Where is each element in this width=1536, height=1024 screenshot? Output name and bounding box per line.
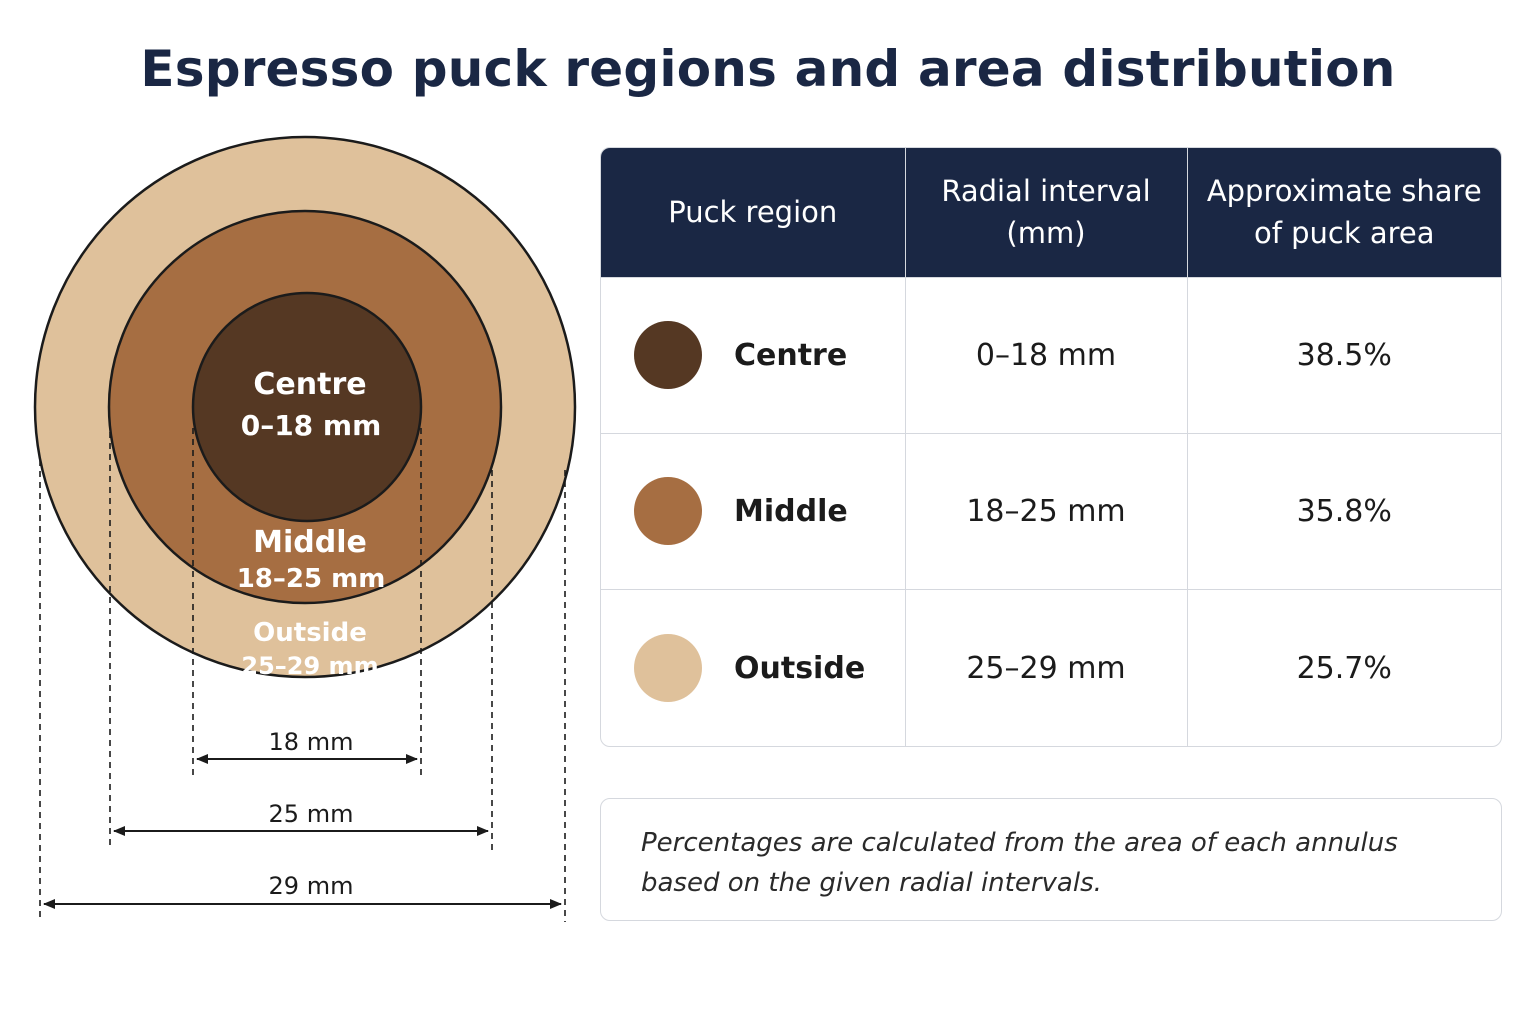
- table-row: Middle 18–25 mm 35.8%: [601, 432, 1501, 590]
- region-name: Centre: [734, 337, 848, 373]
- region-cell: Outside: [601, 589, 905, 746]
- header-share-line1: Approximate share: [1206, 174, 1482, 209]
- header-share-line2: of puck area: [1253, 216, 1435, 251]
- centre-ring-name: Centre: [253, 367, 366, 402]
- interval-cell: 25–29 mm: [904, 589, 1187, 746]
- centre-ring-interval: 0–18 mm: [241, 409, 382, 442]
- header-interval-line2: (mm): [1006, 216, 1086, 251]
- middle-swatch: [634, 477, 702, 546]
- outside-ring-interval: 25–29 mm: [241, 652, 378, 680]
- outside-swatch: [634, 634, 702, 703]
- header-share: Approximate share of puck area: [1186, 148, 1501, 277]
- region-name: Outside: [734, 650, 866, 686]
- regions-table: Puck region Radial interval (mm) Approxi…: [600, 147, 1502, 747]
- dimension-guides: [39, 428, 566, 922]
- region-cell: Middle: [601, 432, 905, 590]
- middle-ring-name: Middle: [253, 525, 367, 560]
- header-region-label: Puck region: [668, 195, 838, 230]
- share-cell: 38.5%: [1186, 276, 1501, 434]
- header-interval-line1: Radial interval: [941, 174, 1151, 209]
- interval-cell: 0–18 mm: [904, 276, 1187, 434]
- table-row: Centre 0–18 mm 38.5%: [601, 276, 1501, 434]
- outside-ring-name: Outside: [253, 618, 367, 648]
- table-row: Outside 25–29 mm 25.7%: [601, 589, 1501, 746]
- dimension-label-18: 18 mm: [269, 728, 354, 756]
- header-interval: Radial interval (mm): [904, 148, 1187, 277]
- centre-ring: [191, 291, 423, 523]
- footnote-line2: based on the given radial intervals.: [641, 868, 1102, 898]
- region-cell: Centre: [601, 276, 905, 434]
- share-cell: 25.7%: [1186, 589, 1501, 746]
- dimension-label-29: 29 mm: [269, 872, 354, 900]
- region-name: Middle: [734, 493, 848, 529]
- interval-cell: 18–25 mm: [904, 432, 1187, 590]
- middle-ring-interval: 18–25 mm: [237, 564, 386, 594]
- page-title: Espresso puck regions and area distribut…: [140, 40, 1396, 98]
- footnote-line1: Percentages are calculated from the area…: [641, 828, 1398, 858]
- dimension-label-25: 25 mm: [269, 800, 354, 828]
- share-cell: 35.8%: [1186, 432, 1501, 590]
- footnote: Percentages are calculated from the area…: [600, 798, 1502, 921]
- puck-diagram: Centre 0–18 mm Middle 18–25 mm Outside 2…: [33, 135, 577, 922]
- centre-swatch: [634, 321, 702, 390]
- header-region: Puck region: [601, 148, 905, 277]
